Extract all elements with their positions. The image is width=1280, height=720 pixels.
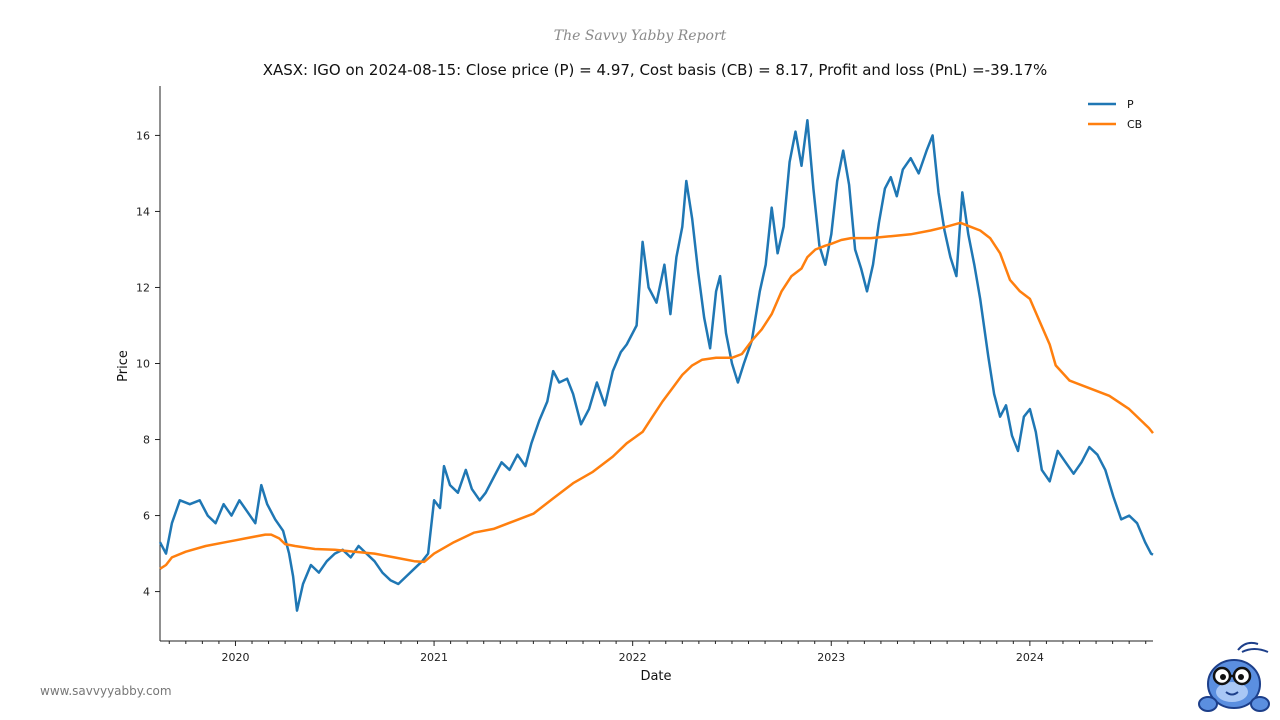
legend-label-cb: CB — [1127, 118, 1142, 131]
series-layer — [158, 118, 1154, 612]
yabby-mascot-icon — [1198, 641, 1270, 712]
x-tick-label-2023: 2023 — [817, 651, 845, 664]
chart-legend: P CB — [1088, 98, 1142, 131]
x-axis-ticks: 2020 2021 2022 2023 2024 — [168, 641, 1147, 664]
y-tick-label-6: 6 — [143, 510, 150, 523]
chart-title: XASX: IGO on 2024-08-15: Close price (P)… — [262, 61, 1048, 79]
y-tick-label-14: 14 — [136, 205, 150, 218]
y-tick-label-16: 16 — [136, 129, 150, 142]
series-line-cb — [159, 221, 1154, 570]
y-axis-label: Price — [116, 350, 131, 382]
y-tick-label-12: 12 — [136, 281, 150, 294]
chart-axes — [159, 86, 1153, 642]
website-url: www.savvyyabby.com — [40, 684, 172, 698]
y-tick-label-10: 10 — [136, 358, 150, 371]
y-tick-label-4: 4 — [143, 586, 150, 599]
x-tick-label-2024: 2024 — [1016, 651, 1044, 664]
x-tick-label-2021: 2021 — [420, 651, 448, 664]
x-axis-label: Date — [640, 669, 671, 684]
y-axis-ticks: 4 6 8 10 12 14 16 — [136, 129, 160, 599]
x-tick-label-2020: 2020 — [221, 651, 249, 664]
report-brand-title: The Savvy Yabby Report — [553, 28, 727, 44]
y-tick-label-8: 8 — [143, 434, 150, 447]
series-line-p — [158, 118, 1154, 612]
x-tick-label-2022: 2022 — [619, 651, 647, 664]
legend-label-p: P — [1127, 98, 1134, 111]
